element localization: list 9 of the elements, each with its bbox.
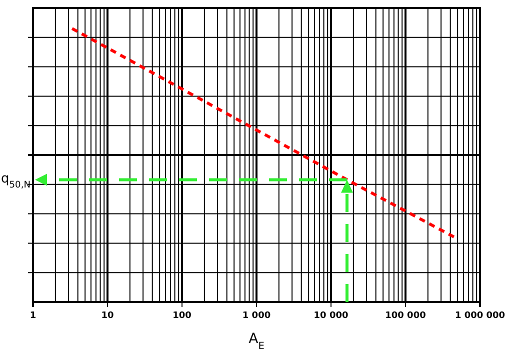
x-tick-label: 1 000 <box>242 311 271 322</box>
x-tick-label: 10 000 <box>314 311 348 322</box>
x-tick-label: 100 <box>172 311 192 322</box>
x-tick-label: 10 <box>101 311 114 322</box>
y-axis-title: q$_{50,N}$ <box>1 171 31 190</box>
x-axis-title: A$_{E}$ <box>248 331 264 350</box>
x-tick-label: 1 <box>30 311 36 322</box>
x-tick-label: 1 000 000 <box>454 311 506 322</box>
x-tick-label: 100 000 <box>385 311 426 322</box>
